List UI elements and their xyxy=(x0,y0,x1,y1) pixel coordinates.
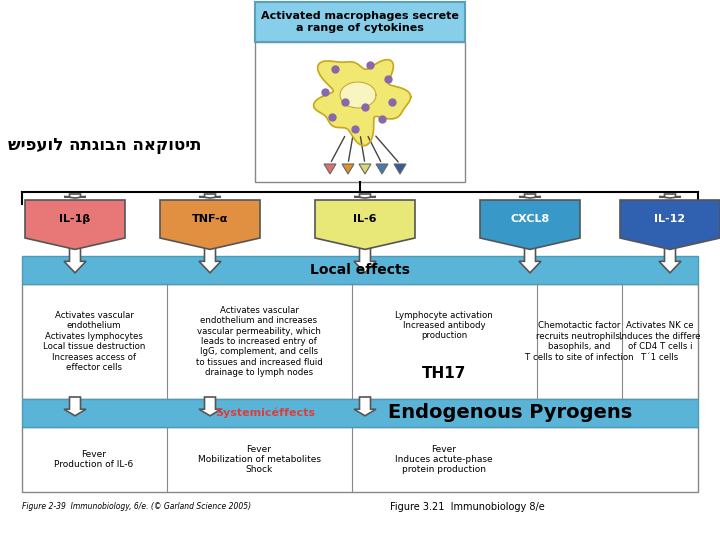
Polygon shape xyxy=(376,164,388,174)
Polygon shape xyxy=(620,200,720,249)
Polygon shape xyxy=(314,60,410,146)
Polygon shape xyxy=(199,240,221,273)
Text: Fever
Induces actute-phase
protein production: Fever Induces actute-phase protein produ… xyxy=(395,444,492,475)
Text: Lymphocyte activation
Increased antibody
production: Lymphocyte activation Increased antibody… xyxy=(395,310,493,340)
Text: Local effects: Local effects xyxy=(310,263,410,277)
Polygon shape xyxy=(659,194,681,198)
Text: Activates vascular
endothelium and increases
vascular permeability, which
leads : Activates vascular endothelium and incre… xyxy=(196,306,323,377)
Text: Fever
Production of IL-6: Fever Production of IL-6 xyxy=(55,450,134,469)
Polygon shape xyxy=(480,200,580,249)
Bar xyxy=(22,256,698,284)
Polygon shape xyxy=(64,240,86,273)
Polygon shape xyxy=(315,200,415,249)
Polygon shape xyxy=(199,397,221,416)
Text: Endogenous Pyrogens: Endogenous Pyrogens xyxy=(388,403,632,422)
Bar xyxy=(22,427,698,492)
Text: CXCL8: CXCL8 xyxy=(510,214,549,224)
Polygon shape xyxy=(199,194,221,198)
Polygon shape xyxy=(64,397,86,416)
Polygon shape xyxy=(659,240,681,273)
Text: IL-12: IL-12 xyxy=(654,214,685,224)
Text: Figure 3.21  Immunobiology 8/e: Figure 3.21 Immunobiology 8/e xyxy=(390,502,545,512)
Polygon shape xyxy=(64,194,86,198)
Text: Systemicéffects: Systemicéffects xyxy=(215,408,315,418)
Polygon shape xyxy=(519,240,541,273)
Bar xyxy=(255,42,465,182)
Polygon shape xyxy=(342,164,354,174)
Bar xyxy=(22,284,698,399)
Text: שיפעול התגובה האקוטית: שיפעול התגובה האקוטית xyxy=(8,136,202,154)
Text: Activates vascular
endothelium
Activates lymphocytes
Local tissue destruction
In: Activates vascular endothelium Activates… xyxy=(42,311,145,372)
Text: Fever
Mobilization of metabolites
Shock: Fever Mobilization of metabolites Shock xyxy=(197,444,320,475)
Polygon shape xyxy=(25,200,125,249)
Text: IL-1β: IL-1β xyxy=(59,214,91,224)
Polygon shape xyxy=(160,200,260,249)
Text: Activated macrophages secrete
a range of cytokines: Activated macrophages secrete a range of… xyxy=(261,11,459,33)
Polygon shape xyxy=(340,82,376,108)
Polygon shape xyxy=(324,164,336,174)
Text: IL-6: IL-6 xyxy=(354,214,377,224)
Polygon shape xyxy=(519,194,541,198)
Text: Activates NK ce
Induces the differe
of CD4 T cells i
T´1 cells: Activates NK ce Induces the differe of C… xyxy=(619,321,701,362)
Text: Chemotactic factor
recruits neutrophils,
basophils, and
T cells to site of infec: Chemotactic factor recruits neutrophils,… xyxy=(525,321,634,362)
Bar xyxy=(255,2,465,42)
Polygon shape xyxy=(354,194,376,198)
Polygon shape xyxy=(359,164,371,174)
Text: TNF-α: TNF-α xyxy=(192,214,228,224)
Polygon shape xyxy=(394,164,406,174)
Text: TH17: TH17 xyxy=(422,366,466,381)
Text: Figure 2-39  Immunobiology, 6/e. (© Garland Science 2005): Figure 2-39 Immunobiology, 6/e. (© Garla… xyxy=(22,502,251,511)
Bar xyxy=(22,399,698,427)
Polygon shape xyxy=(354,240,376,273)
Polygon shape xyxy=(354,397,376,416)
